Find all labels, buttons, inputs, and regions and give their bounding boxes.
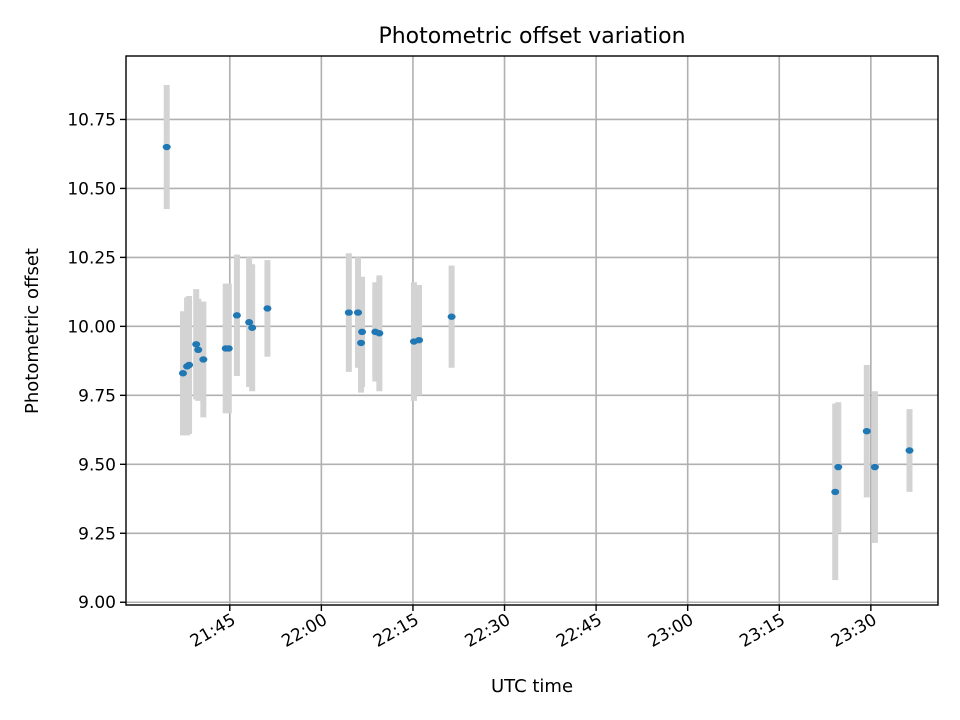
data-point xyxy=(447,313,456,320)
error-bars xyxy=(163,84,913,581)
data-point xyxy=(905,447,914,454)
plot-frame xyxy=(125,55,939,606)
data-point xyxy=(192,341,201,348)
y-tick-label: 9.75 xyxy=(78,386,116,406)
x-tick-label: 23:00 xyxy=(645,610,697,652)
data-point xyxy=(162,143,171,151)
x-tick-label: 21:45 xyxy=(187,610,239,652)
y-tick-label: 10.00 xyxy=(67,317,116,337)
grid-lines xyxy=(126,56,938,605)
data-point xyxy=(831,488,840,496)
x-tick-label: 22:15 xyxy=(370,610,422,652)
data-point xyxy=(358,328,367,336)
data-point xyxy=(263,305,272,312)
x-axis-label: UTC time xyxy=(491,676,573,697)
chart-title: Photometric offset variation xyxy=(378,24,685,49)
data-point xyxy=(344,309,353,316)
y-axis-label: Photometric offset xyxy=(22,248,43,414)
data-point xyxy=(245,319,254,326)
y-tick-label: 9.00 xyxy=(78,593,116,613)
data-point xyxy=(375,330,384,337)
x-tick-label: 22:00 xyxy=(278,610,330,652)
y-tick-label: 10.75 xyxy=(67,110,116,130)
y-tick-label: 10.50 xyxy=(67,179,116,199)
x-tick-label: 23:30 xyxy=(828,610,880,652)
y-tick-label: 10.25 xyxy=(67,248,116,268)
data-point xyxy=(199,356,208,363)
data-point xyxy=(178,370,187,377)
x-tick-label: 23:15 xyxy=(736,610,788,652)
data-point xyxy=(194,346,203,354)
data-point xyxy=(185,361,194,369)
data-point xyxy=(248,324,257,331)
data-point xyxy=(354,309,362,316)
data-point xyxy=(834,463,843,471)
x-tick-label: 22:45 xyxy=(553,610,605,652)
data-point xyxy=(357,339,366,347)
data-points xyxy=(162,143,914,496)
data-point xyxy=(232,312,241,319)
data-point xyxy=(415,336,424,344)
data-point xyxy=(870,463,879,471)
y-tick-label: 9.25 xyxy=(78,524,116,544)
data-point xyxy=(862,427,871,435)
x-tick-label: 22:30 xyxy=(462,610,514,652)
data-point xyxy=(224,345,233,352)
y-tick-label: 9.50 xyxy=(78,455,116,475)
